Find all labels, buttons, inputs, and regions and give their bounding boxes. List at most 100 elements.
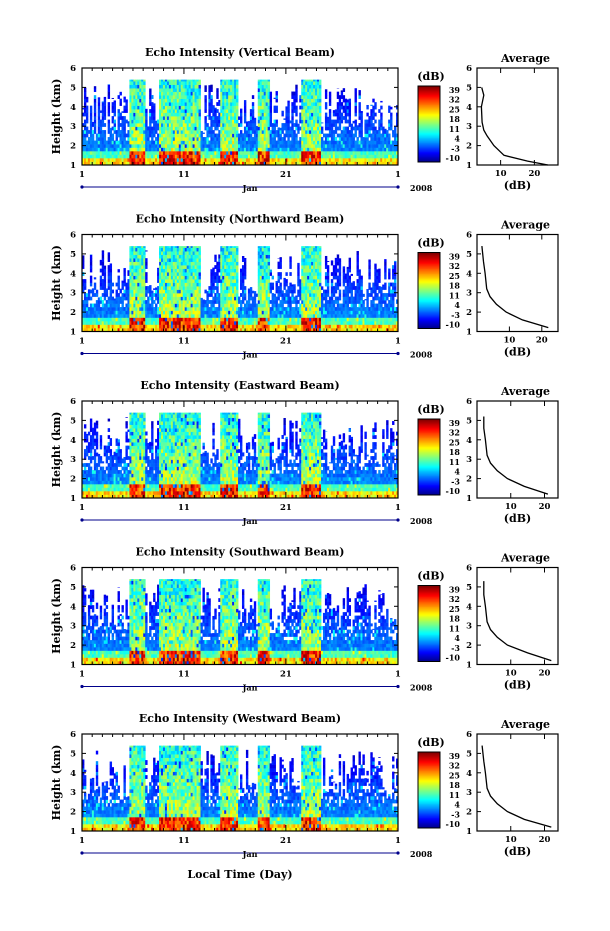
heatmap-cell xyxy=(93,123,97,127)
heatmap-cell xyxy=(161,126,164,131)
heatmap-cell xyxy=(204,161,207,166)
heatmap-cell xyxy=(208,95,211,99)
heatmap-cell xyxy=(336,116,340,120)
heatmap-cell xyxy=(149,144,152,148)
heatmap-cell xyxy=(220,95,223,99)
heatmap-cell xyxy=(243,147,247,152)
heatmap-cell xyxy=(344,112,348,117)
heatmap-cell xyxy=(344,161,348,166)
heatmap-cell xyxy=(151,140,154,145)
heatmap-cell xyxy=(356,154,359,159)
heatmap-cell xyxy=(240,108,243,110)
heatmap-cell xyxy=(82,255,85,259)
heatmap-cell xyxy=(222,84,225,89)
heatmap-cell xyxy=(340,133,344,138)
heatmap-cell xyxy=(346,130,350,134)
heatmap-cell xyxy=(87,144,91,148)
heatmap-cell xyxy=(95,328,99,332)
heatmap-cell xyxy=(107,268,111,273)
heatmap-cell xyxy=(149,91,152,96)
heatmap-cell xyxy=(119,296,122,301)
y-tick-label: 4 xyxy=(70,103,76,113)
heatmap-cell xyxy=(170,88,174,92)
heatmap-cell xyxy=(147,147,150,152)
heatmap-cell xyxy=(275,119,278,124)
heatmap-cell xyxy=(236,137,239,141)
heatmap-cell xyxy=(103,137,107,141)
heatmap-cell xyxy=(91,161,95,166)
heatmap-cell xyxy=(309,158,312,162)
heatmap-cell xyxy=(218,116,221,120)
heatmap-cell xyxy=(269,102,273,106)
heatmap-cell xyxy=(111,137,115,141)
heatmap-cell xyxy=(295,154,298,159)
heatmap-cell xyxy=(192,154,195,159)
heatmap-cell xyxy=(324,112,328,117)
heatmap-cell xyxy=(324,95,328,99)
heatmap-cell xyxy=(317,158,320,162)
heatmap-cell xyxy=(145,286,148,290)
heatmap-cell xyxy=(338,102,342,106)
heatmap-cell xyxy=(137,310,140,315)
heatmap-cell xyxy=(139,282,142,287)
heatmap-cell xyxy=(176,105,180,110)
heatmap-cell xyxy=(145,137,148,141)
heatmap-cell xyxy=(139,310,142,315)
heatmap-cell xyxy=(93,112,97,117)
heatmap-cell xyxy=(305,81,308,85)
heatmap-cell xyxy=(83,317,87,322)
heatmap-cell xyxy=(127,307,130,311)
heatmap-cell xyxy=(309,105,312,110)
heatmap-cell xyxy=(344,147,348,152)
heatmap-cell xyxy=(313,126,316,131)
heatmap-cell xyxy=(99,140,103,145)
heatmap-cell xyxy=(253,300,257,304)
heatmap-cell xyxy=(172,112,176,117)
heatmap-cell xyxy=(392,151,395,155)
heatmap-cell xyxy=(131,286,134,290)
heatmap-cell xyxy=(285,144,288,148)
heatmap-cell xyxy=(267,109,271,113)
heatmap-cell xyxy=(89,282,93,287)
heatmap-cell xyxy=(311,88,314,92)
heatmap-cell xyxy=(162,282,166,287)
heatmap-cell xyxy=(240,144,243,148)
heatmap-cell xyxy=(307,116,310,120)
heatmap-cell xyxy=(348,133,352,138)
heatmap-cell xyxy=(303,81,306,85)
heatmap-cell xyxy=(174,88,178,92)
heatmap-cell xyxy=(309,137,312,141)
heatmap-cell xyxy=(336,91,340,96)
heatmap-cell xyxy=(141,144,144,148)
heatmap-cell xyxy=(238,137,241,141)
heatmap-cell xyxy=(172,79,176,82)
heatmap-cell xyxy=(204,95,207,99)
heatmap-cell xyxy=(188,151,192,155)
heatmap-cell xyxy=(352,144,355,148)
heatmap-cell xyxy=(159,130,162,134)
heatmap-cell xyxy=(372,154,375,159)
heatmap-cell xyxy=(253,119,257,124)
heatmap-cell xyxy=(324,144,328,148)
heatmap-cell xyxy=(307,102,310,106)
heatmap-cell xyxy=(236,275,239,280)
heatmap-cell xyxy=(208,161,211,166)
heatmap-cell xyxy=(305,137,308,141)
heatmap-cell xyxy=(107,265,111,269)
heatmap-cell xyxy=(131,116,134,120)
heatmap-cell xyxy=(133,265,136,269)
heatmap-cell xyxy=(135,251,138,255)
heatmap-cell xyxy=(319,154,322,159)
heatmap-cell xyxy=(194,161,197,166)
heatmap-cell xyxy=(283,161,286,166)
heatmap-cell xyxy=(97,314,101,318)
heatmap-cell xyxy=(309,144,312,148)
heatmap-cell xyxy=(101,317,105,322)
heatmap-cell xyxy=(230,102,233,106)
heatmap-cell xyxy=(241,133,245,138)
heatmap-cell xyxy=(105,300,109,304)
heatmap-cell xyxy=(137,300,140,304)
heatmap-cell xyxy=(232,98,235,103)
heatmap-cell xyxy=(89,275,93,280)
heatmap-cell xyxy=(113,303,116,308)
